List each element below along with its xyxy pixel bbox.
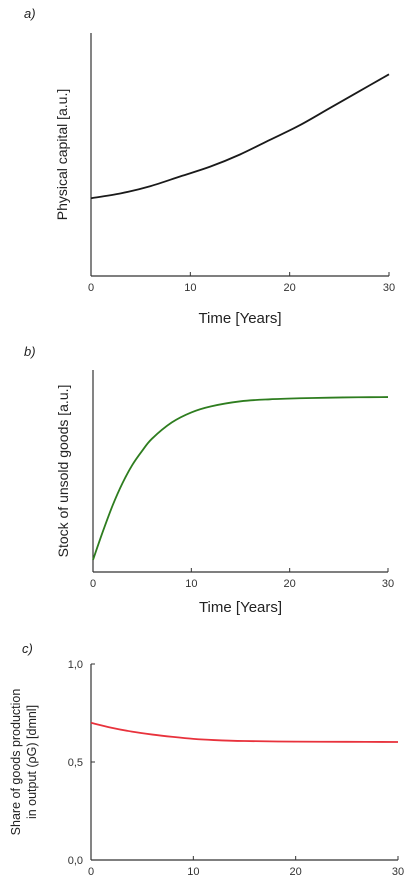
x-tick-label: 20 <box>284 578 296 590</box>
x-axis-label: Time [Years] <box>199 599 282 616</box>
x-tick-label: 0 <box>90 578 96 590</box>
y-axis-label-line1: Share of goods production <box>9 689 23 836</box>
series-line <box>92 396 389 561</box>
x-tick-label: 30 <box>382 578 394 590</box>
panel-label: b) <box>24 344 36 359</box>
chart-panel-3: c) 0 10 20 30 0,0 0,5 1,0 Share of goods product… <box>9 641 404 878</box>
x-tick-label: 30 <box>392 866 404 878</box>
panel-label: c) <box>22 641 33 656</box>
x-tick-label: 10 <box>185 578 197 590</box>
y-axis-label: Physical capital [a.u.] <box>54 89 70 221</box>
x-tick-label: 10 <box>187 866 199 878</box>
x-tick-label: 10 <box>184 282 196 294</box>
y-tick-label: 0,5 <box>68 757 83 769</box>
series-line <box>90 721 399 743</box>
x-tick-label: 0 <box>88 282 94 294</box>
chart-panel-1: a) 0 10 20 30 Time [Years] Physical capital [a… <box>24 6 395 327</box>
series-line <box>90 73 390 200</box>
x-tick-label: 30 <box>383 282 395 294</box>
panel-label: a) <box>24 6 36 21</box>
x-tick-label: 20 <box>290 866 302 878</box>
y-axis-label-line2: in output (ρG) [dmnl] <box>25 705 39 819</box>
y-tick-label: 1,0 <box>68 659 83 671</box>
x-axis-label: Time [Years] <box>198 310 281 327</box>
y-tick-label: 0,0 <box>68 855 83 867</box>
y-axis-label: Stock of unsold goods [a.u.] <box>55 385 71 558</box>
chart-panel-2: b) 0 10 20 30 Time [Years] Stock of unsold goo… <box>24 344 394 616</box>
x-tick-label: 20 <box>284 282 296 294</box>
x-tick-label: 0 <box>88 866 94 878</box>
